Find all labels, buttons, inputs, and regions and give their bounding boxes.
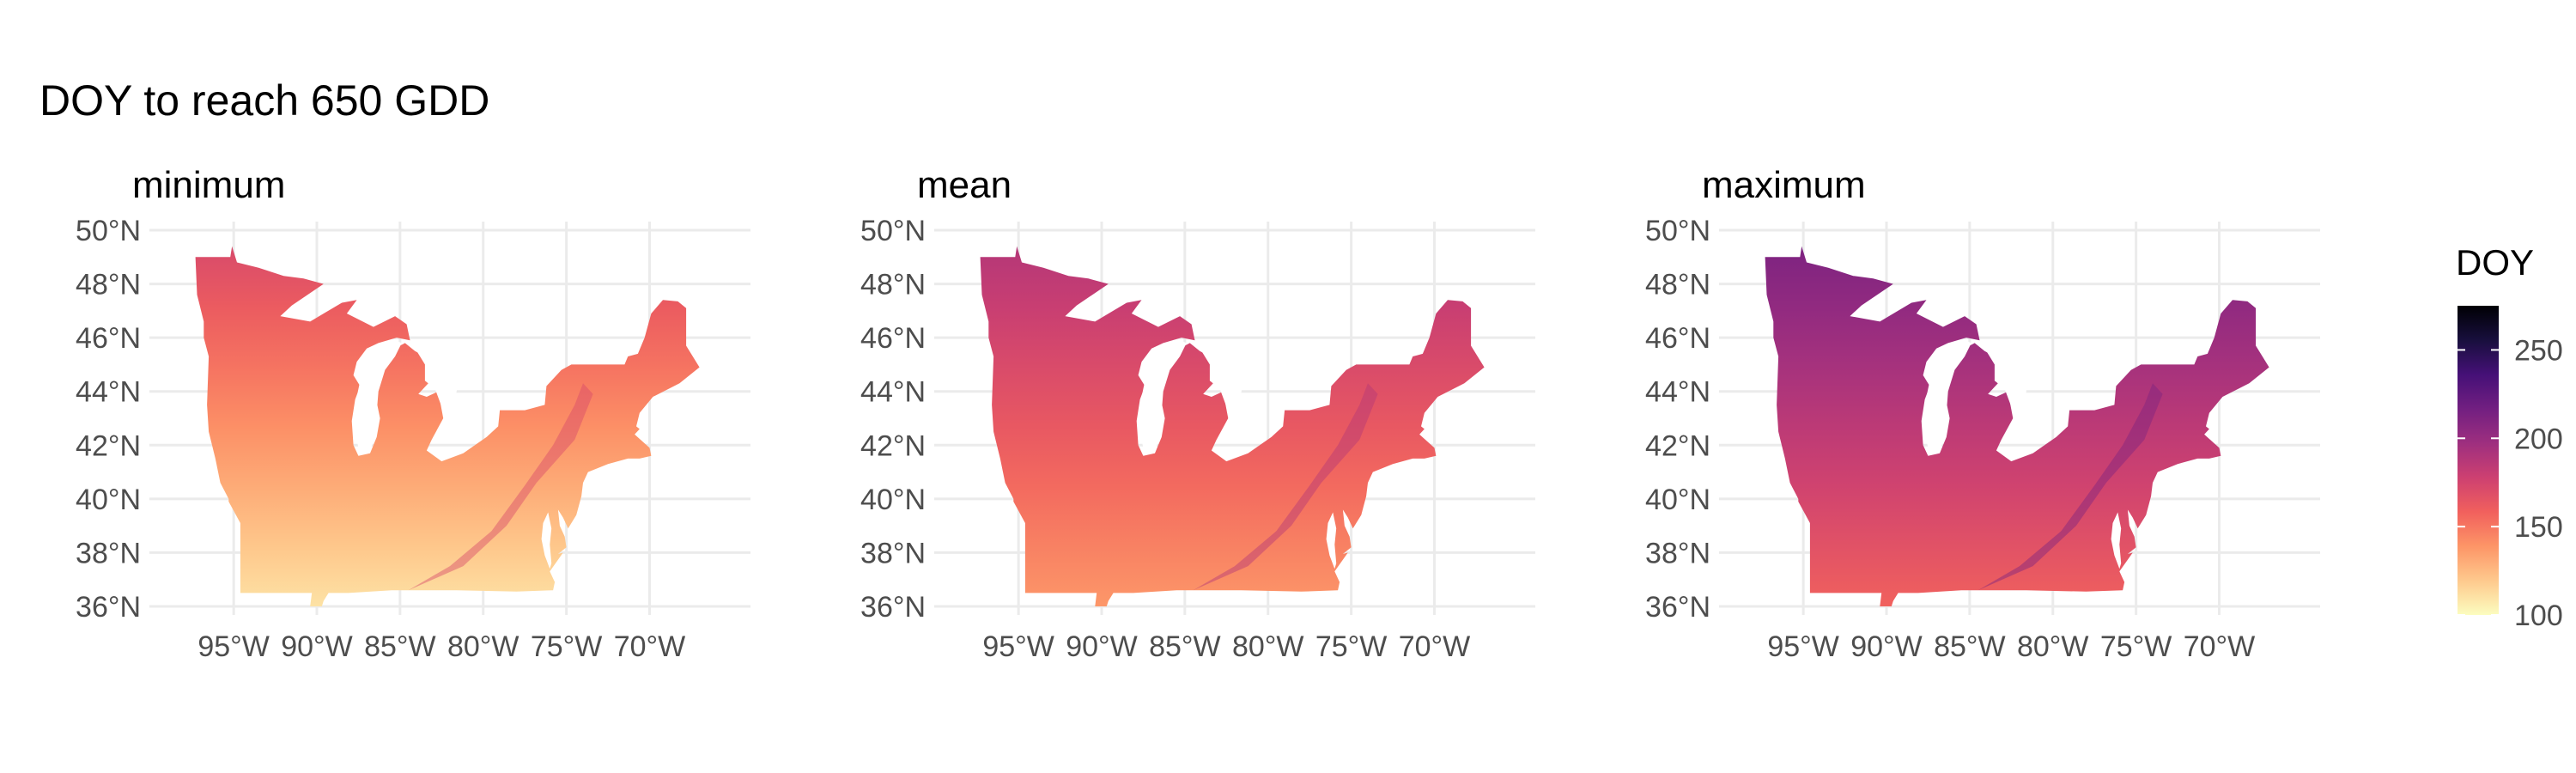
legend-tick-label: 150 (2514, 511, 2563, 544)
x-tick-label: 85°W (1149, 630, 1221, 663)
y-tick-label: 38°N (860, 537, 926, 569)
lake-michigan (355, 340, 402, 453)
y-tick-label: 36°N (76, 591, 141, 624)
panel-title: mean (917, 164, 1012, 206)
panel-title: minimum (132, 164, 285, 206)
x-tick-label: 80°W (447, 630, 519, 663)
lake-michigan (1139, 340, 1187, 453)
x-tick-label: 85°W (364, 630, 436, 663)
y-tick-label: 40°N (1645, 484, 1710, 516)
y-tick-label: 44°N (860, 376, 926, 409)
x-tick-label: 75°W (531, 630, 603, 663)
panel-title: maximum (1702, 164, 1866, 206)
y-tick-label: 48°N (76, 269, 141, 301)
lake-huron (416, 340, 459, 416)
legend: DOY 100 150 200 250 (2456, 242, 2563, 632)
y-tick-label: 42°N (76, 429, 141, 462)
legend-tick-label: 200 (2514, 423, 2563, 455)
y-tick-label: 40°N (76, 484, 141, 516)
x-tick-label: 75°W (1315, 630, 1388, 663)
chesapeake-bay (1326, 512, 1337, 569)
lake-huron (1986, 340, 2028, 416)
x-tick-label: 95°W (197, 630, 270, 663)
x-tick-label: 70°W (614, 630, 686, 663)
y-tick-label: 36°N (1645, 591, 1710, 624)
x-tick-label: 95°W (1767, 630, 1839, 663)
x-tick-label: 90°W (281, 630, 353, 663)
x-tick-label: 80°W (2017, 630, 2089, 663)
chesapeake-bay (541, 512, 552, 569)
legend-colorbar (2458, 306, 2499, 615)
y-tick-label: 38°N (1645, 537, 1710, 569)
y-tick-label: 50°N (76, 215, 141, 247)
y-tick-label: 38°N (76, 537, 141, 569)
y-tick-label: 50°N (860, 215, 926, 247)
x-tick-label: 85°W (1934, 630, 2006, 663)
y-tick-label: 46°N (860, 322, 926, 355)
lake-michigan (1924, 340, 1971, 453)
x-tick-label: 70°W (1399, 630, 1471, 663)
y-tick-label: 46°N (76, 322, 141, 355)
doy-region (1765, 246, 2269, 606)
chart-title: DOY to reach 650 GDD (39, 76, 490, 125)
y-tick-label: 42°N (1645, 429, 1710, 462)
x-tick-label: 70°W (2184, 630, 2256, 663)
doy-region (195, 246, 700, 606)
x-tick-label: 80°W (1232, 630, 1304, 663)
legend-tick-label: 250 (2514, 334, 2563, 367)
x-tick-label: 95°W (982, 630, 1054, 663)
y-tick-label: 48°N (1645, 269, 1710, 301)
legend-tick-label: 100 (2514, 600, 2563, 632)
y-tick-label: 44°N (76, 376, 141, 409)
panel-mean: mean 36°N 38°N 40°N 42°N 44°N 46°N 48°N 50°N 95°W… (860, 164, 1535, 663)
panel-minimum: minimum 36°N 38°N 40°N 42°N 44°N 46°N 48°N 50°N 9… (76, 164, 750, 663)
y-tick-label: 36°N (860, 591, 926, 624)
y-tick-label: 46°N (1645, 322, 1710, 355)
doy-region (980, 246, 1485, 606)
x-tick-label: 90°W (1850, 630, 1923, 663)
chesapeake-bay (2111, 512, 2122, 569)
panel-maximum: maximum 36°N 38°N 40°N 42°N 44°N 46°N 48°N 50°N 9… (1645, 164, 2320, 663)
y-tick-label: 50°N (1645, 215, 1710, 247)
y-tick-label: 48°N (860, 269, 926, 301)
x-tick-label: 90°W (1066, 630, 1138, 663)
y-tick-label: 40°N (860, 484, 926, 516)
y-tick-label: 44°N (1645, 376, 1710, 409)
y-tick-label: 42°N (860, 429, 926, 462)
lake-huron (1201, 340, 1243, 416)
x-tick-label: 75°W (2100, 630, 2172, 663)
legend-title: DOY (2456, 242, 2534, 283)
